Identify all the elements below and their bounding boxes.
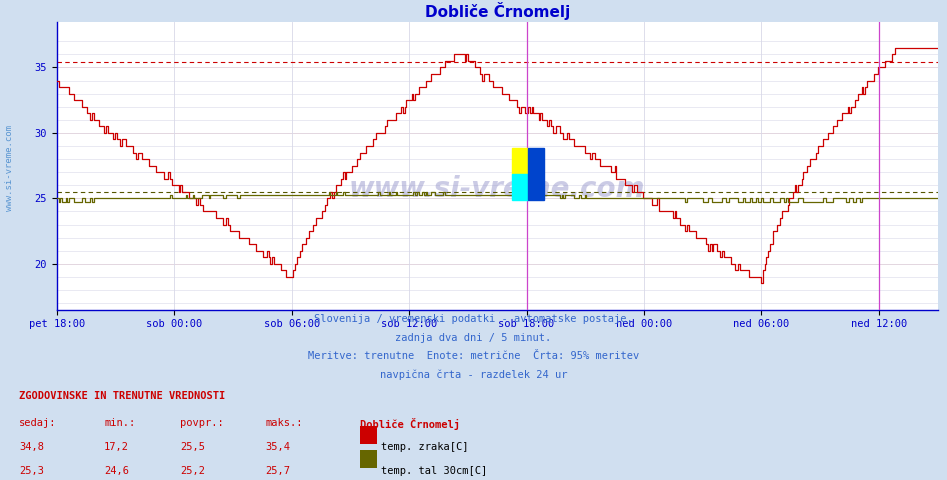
Bar	[528, 148, 544, 200]
Text: povpr.:: povpr.:	[180, 418, 223, 428]
Title: Dobliče Črnomelj: Dobliče Črnomelj	[424, 2, 570, 21]
Text: 25,5: 25,5	[180, 442, 205, 452]
Text: min.:: min.:	[104, 418, 135, 428]
Text: zadnja dva dni / 5 minut.: zadnja dva dni / 5 minut.	[396, 333, 551, 343]
Text: Meritve: trenutne  Enote: metrične  Črta: 95% meritev: Meritve: trenutne Enote: metrične Črta: …	[308, 351, 639, 361]
Text: sedaj:: sedaj:	[19, 418, 57, 428]
Text: Dobliče Črnomelj: Dobliče Črnomelj	[360, 418, 460, 430]
Text: Slovenija / vremenski podatki - avtomatske postaje.: Slovenija / vremenski podatki - avtomats…	[314, 314, 633, 324]
Text: 17,2: 17,2	[104, 442, 129, 452]
Text: 24,6: 24,6	[104, 466, 129, 476]
Text: www.si-vreme.com: www.si-vreme.com	[5, 125, 14, 211]
Text: 25,7: 25,7	[265, 466, 290, 476]
Text: 25,3: 25,3	[19, 466, 44, 476]
Text: 35,4: 35,4	[265, 442, 290, 452]
Text: temp. tal 30cm[C]: temp. tal 30cm[C]	[381, 466, 487, 476]
Text: navpična črta - razdelek 24 ur: navpična črta - razdelek 24 ur	[380, 369, 567, 380]
Bar	[512, 174, 528, 200]
Text: maks.:: maks.:	[265, 418, 303, 428]
Text: ZGODOVINSKE IN TRENUTNE VREDNOSTI: ZGODOVINSKE IN TRENUTNE VREDNOSTI	[19, 391, 225, 401]
Bar	[512, 148, 528, 174]
Text: 25,2: 25,2	[180, 466, 205, 476]
Text: www.si-vreme.com: www.si-vreme.com	[348, 175, 646, 203]
Text: 34,8: 34,8	[19, 442, 44, 452]
Text: temp. zraka[C]: temp. zraka[C]	[381, 442, 468, 452]
